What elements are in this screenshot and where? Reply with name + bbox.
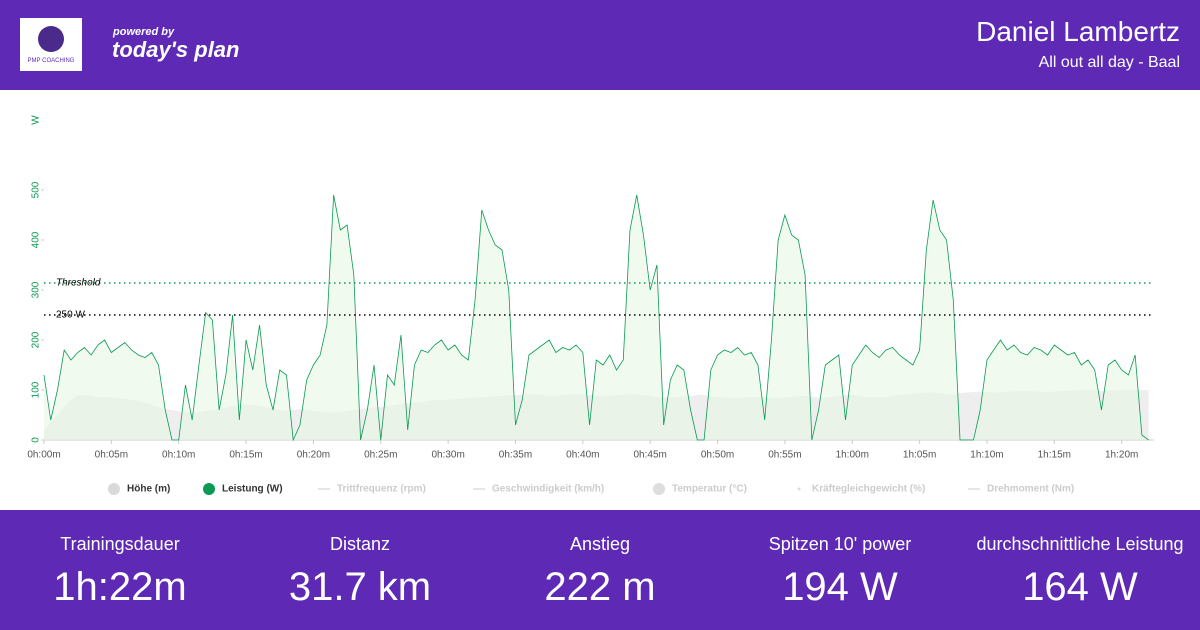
x-tick-label: 1h:00m bbox=[836, 450, 869, 461]
activity: All out all day - Baal bbox=[1038, 54, 1180, 71]
logo: PMP COACHING bbox=[20, 18, 82, 71]
x-tick-label: 0h:15m bbox=[229, 450, 262, 461]
x-tick-label: 1h:05m bbox=[903, 450, 936, 461]
legend-label: Trittfrequenz (rpm) bbox=[337, 484, 426, 495]
brand: today's plan bbox=[112, 37, 240, 62]
stat-value: 31.7 km bbox=[288, 565, 432, 609]
stats: Trainingsdauer 1h:22m Distanz 31.7 km Anstie… bbox=[0, 510, 1200, 630]
legend-item: Geschwindigkeit (km/h) bbox=[473, 484, 604, 495]
stat-label: Spitzen 10' power bbox=[768, 534, 912, 554]
line bbox=[43, 194, 1149, 442]
y-tick-label: 400 bbox=[31, 231, 42, 248]
stat: Distanz 31.7 km bbox=[240, 510, 480, 630]
legend-label: Temperatur (°C) bbox=[672, 484, 747, 495]
stat-label: Anstieg bbox=[569, 534, 631, 554]
reference-label: 250 W bbox=[56, 310, 85, 321]
legend-marker bbox=[797, 487, 801, 491]
stat: durchschnittliche Leistung 164 W bbox=[960, 510, 1200, 630]
x-tick-label: 0h:45m bbox=[634, 450, 667, 461]
stat: Anstieg 222 m bbox=[480, 510, 720, 630]
legend-label: Leistung (W) bbox=[222, 484, 283, 495]
stat: Trainingsdauer 1h:22m bbox=[0, 510, 240, 630]
x-tick-label: 0h:50m bbox=[701, 450, 734, 461]
legend-item: Höhe (m) bbox=[108, 483, 170, 495]
powered-by: powered by bbox=[113, 26, 175, 38]
area bbox=[44, 195, 1149, 440]
legend-marker bbox=[653, 483, 665, 495]
x-tick-label: 0h:25m bbox=[364, 450, 397, 461]
x-tick-label: 0h:35m bbox=[499, 450, 532, 461]
legend-item: Leistung (W) bbox=[203, 483, 283, 495]
legend-marker bbox=[108, 483, 120, 495]
x-tick-label: 0h:10m bbox=[162, 450, 195, 461]
legend-label: Geschwindigkeit (km/h) bbox=[492, 484, 604, 495]
x-tick-label: 1h:20m bbox=[1105, 450, 1138, 461]
legend-label: Kräftegleichgewicht (%) bbox=[812, 484, 925, 495]
x-tick-label: 0h:40m bbox=[566, 450, 599, 461]
legend-item: Trittfrequenz (rpm) bbox=[318, 484, 426, 495]
legend-label: Höhe (m) bbox=[127, 484, 170, 495]
legend-item: Drehmoment (Nm) bbox=[968, 484, 1074, 495]
x-tick-label: 0h:00m bbox=[27, 450, 60, 461]
x-tick-label: 0h:05m bbox=[95, 450, 128, 461]
x-tick-label: 1h:15m bbox=[1038, 450, 1071, 461]
stat-value: 222 m bbox=[544, 565, 656, 609]
legend-item: Kräftegleichgewicht (%) bbox=[797, 484, 925, 495]
stat-label: durchschnittliche Leistung bbox=[976, 534, 1184, 554]
y-axis-label: W bbox=[31, 115, 42, 125]
y-tick-label: 200 bbox=[31, 331, 42, 348]
legend-item: Temperatur (°C) bbox=[653, 483, 747, 495]
stat-value: 164 W bbox=[1022, 565, 1138, 609]
athlete: Daniel Lambertz bbox=[976, 16, 1180, 47]
x-tick-label: 1h:10m bbox=[970, 450, 1003, 461]
header: PMP COACHING powered by today's plan Dan… bbox=[0, 0, 1200, 90]
stat-label: Trainingsdauer bbox=[60, 534, 180, 554]
y-tick-label: 500 bbox=[31, 181, 42, 198]
legend-marker bbox=[203, 483, 215, 495]
chart: W 0 100 200 300 400 500 0h:00m 0h:05m 0h:10m 0h:15… bbox=[27, 115, 1154, 495]
legend-label: Drehmoment (Nm) bbox=[987, 484, 1074, 495]
y-tick-label: 100 bbox=[31, 381, 42, 398]
stat-value: 1h:22m bbox=[53, 565, 187, 609]
x-tick-label: 0h:30m bbox=[431, 450, 464, 461]
x-tick-label: 0h:20m bbox=[297, 450, 330, 461]
y-tick-label: 300 bbox=[31, 281, 42, 298]
x-tick-label: 0h:55m bbox=[768, 450, 801, 461]
stat-label: Distanz bbox=[329, 534, 391, 554]
stat-value: 194 W bbox=[782, 565, 898, 609]
y-tick-label: 0 bbox=[31, 437, 42, 443]
reference-label: Threshold bbox=[56, 278, 101, 289]
stat: Spitzen 10' power 194 W bbox=[720, 510, 960, 630]
